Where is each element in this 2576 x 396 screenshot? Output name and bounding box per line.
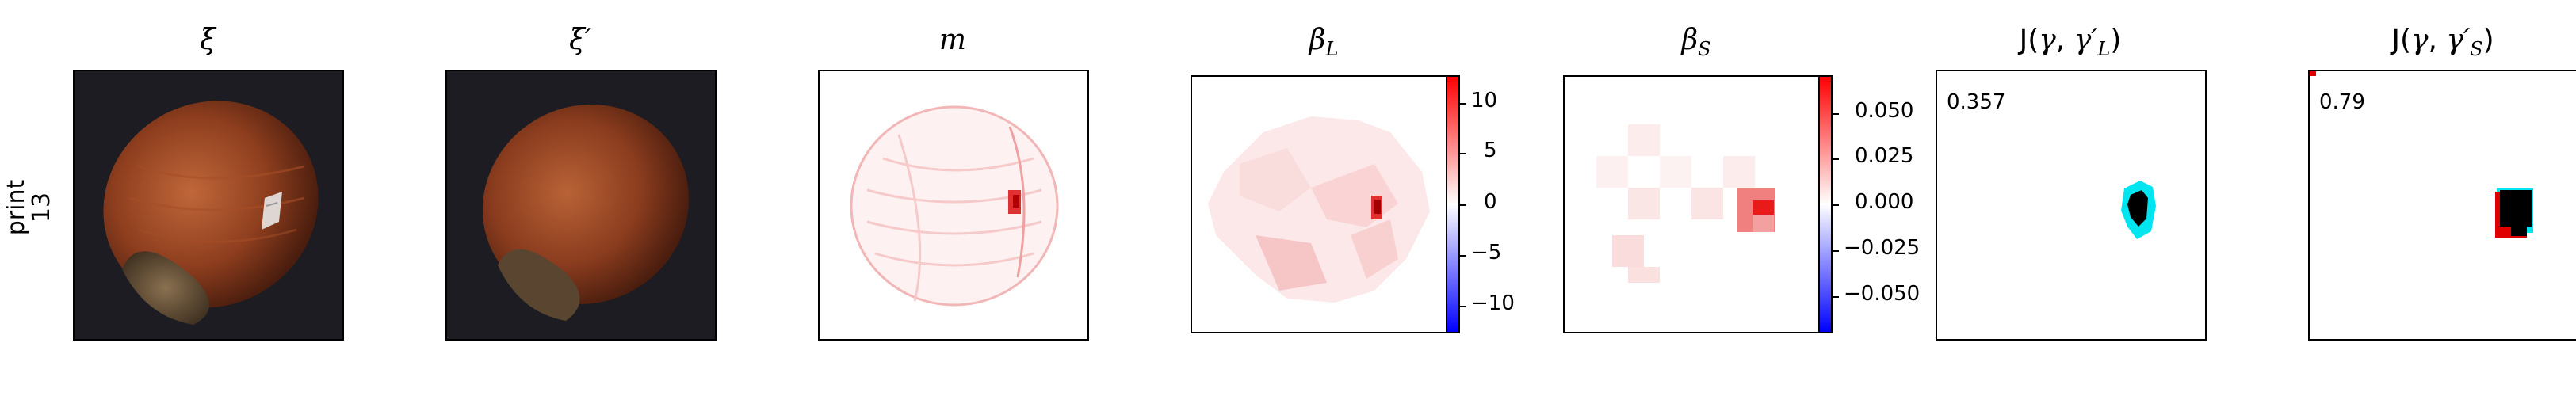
colorbar-beta-l-tickmark — [1460, 153, 1466, 154]
j-s-gamma-prime: γ′ — [2446, 24, 2471, 56]
colorbar-beta-l-tickmark — [1460, 103, 1466, 105]
colorbar-beta-s-tick: −0.025 — [1844, 236, 1921, 260]
row-label-line2: 13 — [28, 192, 55, 223]
row-label: print 13 — [0, 0, 71, 396]
j-l-gamma-prime: γ′ — [2073, 24, 2098, 56]
j-s-pre: J( — [2391, 24, 2412, 56]
panel-title-beta-l: βL — [1309, 24, 1339, 60]
j-l-subscript: L — [2097, 38, 2111, 61]
colorbar-beta-s-tick: 0.025 — [1855, 144, 1914, 168]
image-j-l: 0.357 — [1936, 70, 2207, 341]
colorbar-beta-s-tick: 0.050 — [1855, 99, 1914, 123]
image-m — [818, 70, 1089, 341]
beta-l-symbol: β — [1309, 24, 1326, 56]
colorbar-beta-s-tickmark — [1833, 296, 1839, 298]
image-j-s: 0.79 — [2308, 70, 2576, 341]
j-l-gamma: γ — [2039, 24, 2056, 56]
panel-title-j-s: J(γ, γ′S) — [2391, 24, 2494, 60]
j-l-post: ) — [2110, 24, 2122, 56]
beta-s-subscript: S — [1698, 38, 1711, 61]
image-xi — [73, 70, 344, 341]
colorbar-beta-l-tick: 10 — [1471, 89, 1498, 112]
panel-title-xi: ξ — [200, 24, 216, 56]
colorbar-beta-s-tickmark — [1833, 158, 1839, 160]
colorbar-beta-s-tickmark — [1833, 113, 1839, 115]
panel-title-xi-prime: ξ′ — [568, 24, 592, 56]
panel-title-m: m — [938, 24, 967, 56]
j-s-subscript: S — [2470, 38, 2483, 61]
colorbar-beta-l-tick: 0 — [1484, 190, 1497, 214]
panel-title-j-l: J(γ, γ′L) — [2020, 24, 2122, 60]
score-j-l: 0.357 — [1947, 90, 2006, 114]
colorbar-beta-l-tick: −10 — [1471, 291, 1515, 315]
colorbar-beta-s-tickmark — [1833, 250, 1839, 252]
j-s-mid: , — [2428, 24, 2447, 56]
overlap-map-l — [2121, 181, 2156, 239]
beta-s-symbol: β — [1681, 24, 1699, 56]
colorbar-beta-l — [1446, 75, 1460, 333]
hazelnut-reconstruction-image — [447, 71, 715, 339]
j-s-gamma: γ — [2411, 24, 2429, 56]
colorbar-beta-s-tick: −0.050 — [1844, 282, 1921, 306]
image-xi-prime — [445, 70, 717, 341]
image-beta-s — [1563, 75, 1829, 333]
j-s-post: ) — [2482, 24, 2494, 56]
colorbar-beta-l-tickmark — [1460, 204, 1466, 206]
colorbar-beta-l-tick: −5 — [1471, 241, 1502, 265]
colorbar-beta-s — [1818, 75, 1833, 333]
overlap-map-s — [2310, 71, 2533, 238]
beta-l-map — [1192, 77, 1455, 332]
anomaly-map — [820, 71, 1087, 339]
colorbar-beta-l-tick: 5 — [1484, 139, 1497, 162]
image-beta-l — [1191, 75, 1457, 333]
colorbar-beta-s-tick: 0.000 — [1855, 190, 1914, 214]
colorbar-beta-l-tickmark — [1460, 255, 1466, 257]
panel-title-beta-s: βS — [1681, 24, 1710, 60]
j-l-pre: J( — [2019, 24, 2039, 56]
colorbar-beta-l-tickmark — [1460, 306, 1466, 307]
hazelnut-image — [75, 71, 342, 339]
beta-l-subscript: L — [1325, 38, 1339, 61]
score-j-s: 0.79 — [2319, 90, 2365, 114]
row-label-line1: print — [2, 180, 30, 236]
colorbar-beta-s-tickmark — [1833, 204, 1839, 206]
beta-s-map — [1565, 77, 1828, 332]
j-l-mid: , — [2055, 24, 2074, 56]
